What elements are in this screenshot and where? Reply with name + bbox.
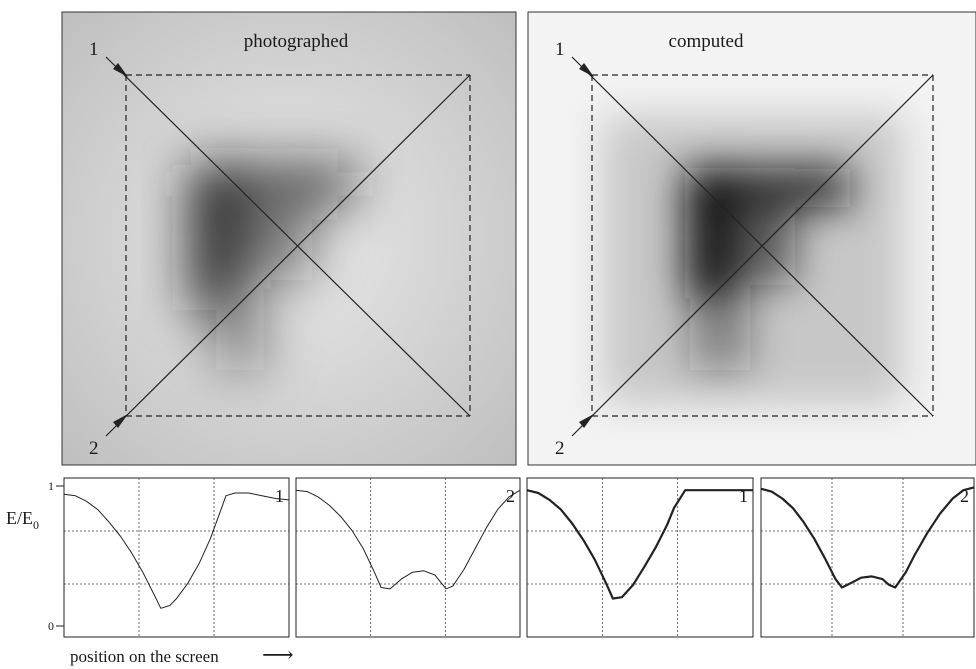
photographed-corner-label-2: 2 xyxy=(89,438,99,459)
computed-arrow-2-icon xyxy=(579,414,594,428)
profile-label: 1 xyxy=(739,486,748,506)
computed-corner-label-2: 2 xyxy=(555,438,565,459)
profile-frame xyxy=(760,477,975,638)
profile-chart-computed-2: 2 xyxy=(760,477,975,638)
profile-frame xyxy=(295,477,521,638)
computed-arrow-1-icon xyxy=(579,63,594,77)
profile-chart-computed-1: 1 xyxy=(526,477,754,638)
computed-corner-label-1: 1 xyxy=(555,39,565,60)
y-tick-label-1: 1 xyxy=(48,479,54,493)
photographed-diagonal-2 xyxy=(105,74,471,437)
photographed-title: photographed xyxy=(244,31,349,52)
computed-diagonal-2 xyxy=(571,74,934,437)
computed-diagonal-1 xyxy=(571,56,934,417)
profile-label: 1 xyxy=(275,486,284,506)
photographed-panel: photographed 1 2 xyxy=(61,11,517,466)
profile-frame xyxy=(63,477,290,638)
computed-title: computed xyxy=(669,31,744,52)
profile-line xyxy=(63,492,290,609)
x-axis-label: position on the screen xyxy=(70,647,219,666)
profile-charts: 1 2 1 2 xyxy=(63,477,975,638)
y-axis-label: E/E0 xyxy=(6,508,39,532)
computed-panel: computed 1 2 xyxy=(527,11,976,466)
profile-line xyxy=(760,486,975,589)
photographed-corner-label-1: 1 xyxy=(89,39,99,60)
x-axis-arrow-icon: ⟶ xyxy=(262,642,294,667)
profile-line xyxy=(526,489,753,600)
profile-chart-photographed-2: 2 xyxy=(295,477,521,638)
photographed-arrow-1-icon xyxy=(113,63,128,77)
photographed-arrow-2-icon xyxy=(113,414,128,428)
profile-chart-photographed-1: 1 xyxy=(63,477,290,638)
profile-label: 2 xyxy=(960,486,969,506)
profile-label: 2 xyxy=(506,486,515,506)
photographed-diagonal-1 xyxy=(105,56,471,417)
computed-image xyxy=(604,115,904,405)
profile-line xyxy=(295,489,521,590)
y-tick-label-0: 0 xyxy=(48,619,54,633)
profile-frame xyxy=(526,477,754,638)
